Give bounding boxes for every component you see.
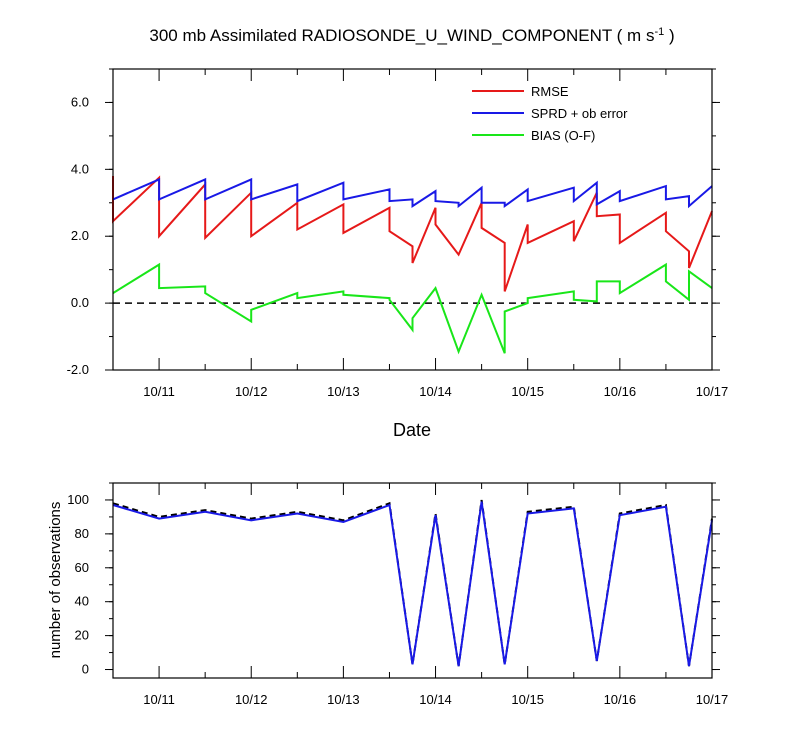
x-tick-label: 10/15 (511, 692, 544, 707)
x-tick-label: 10/17 (696, 692, 729, 707)
bottom-ticks: 10/11 10/12 10/13 10/14 10/15 10/16 10/17 0 20 40… (67, 482, 729, 707)
y-tick-label: 60 (75, 560, 89, 575)
x-tick-label: 10/14 (419, 692, 452, 707)
y-tick-label: 0.0 (71, 295, 89, 310)
y-tick-label: 0 (82, 662, 89, 677)
bottom-axis-frame (112, 482, 713, 679)
y-tick-label: 4.0 (71, 161, 89, 176)
x-tick-label: 10/11 (143, 384, 175, 399)
legend-label: SPRD + ob error (531, 106, 628, 121)
x-axis-label: Date (393, 420, 431, 440)
x-tick-label: 10/13 (327, 384, 360, 399)
top-series (112, 175, 713, 355)
top-ticks: 10/11 10/12 10/13 10/14 10/15 10/16 10/17 -2.0 0… (67, 68, 729, 399)
x-tick-label: 10/13 (327, 692, 360, 707)
legend: RMSE SPRD + ob error BIAS (O-F) (472, 84, 628, 143)
chart-title: 300 mb Assimilated RADIOSONDE_U_WIND_COM… (149, 26, 674, 45)
x-tick-label: 10/12 (235, 692, 268, 707)
series-line-bias-o-f (112, 262, 713, 355)
y-axis-label: number of observations (47, 502, 64, 659)
series-line-sprd-ob-error (112, 177, 713, 209)
bottom-series (112, 499, 713, 667)
legend-label: BIAS (O-F) (531, 128, 595, 143)
x-tick-label: 10/11 (143, 692, 175, 707)
y-tick-label: 6.0 (71, 94, 89, 109)
top-axis-frame (112, 68, 713, 371)
x-tick-label: 10/16 (604, 692, 637, 707)
x-tick-label: 10/17 (696, 384, 729, 399)
y-tick-label: 40 (75, 594, 89, 609)
x-tick-label: 10/14 (419, 384, 452, 399)
series-line-rmse (112, 175, 713, 292)
y-tick-label: 80 (75, 526, 89, 541)
y-tick-label: -2.0 (67, 362, 89, 377)
x-tick-label: 10/15 (511, 384, 544, 399)
y-tick-label: 100 (67, 492, 89, 507)
bottom-panel: 10/11 10/12 10/13 10/14 10/15 10/16 10/17 0 20 40… (47, 482, 729, 707)
x-tick-label: 10/12 (235, 384, 268, 399)
series-line-observations-used (112, 501, 713, 667)
series-line-observations-possible (112, 499, 713, 667)
top-panel: 10/11 10/12 10/13 10/14 10/15 10/16 10/17 -2.0 0… (67, 68, 729, 440)
x-tick-label: 10/16 (604, 384, 637, 399)
y-tick-label: 2.0 (71, 228, 89, 243)
y-tick-label: 20 (75, 628, 89, 643)
legend-label: RMSE (531, 84, 569, 99)
